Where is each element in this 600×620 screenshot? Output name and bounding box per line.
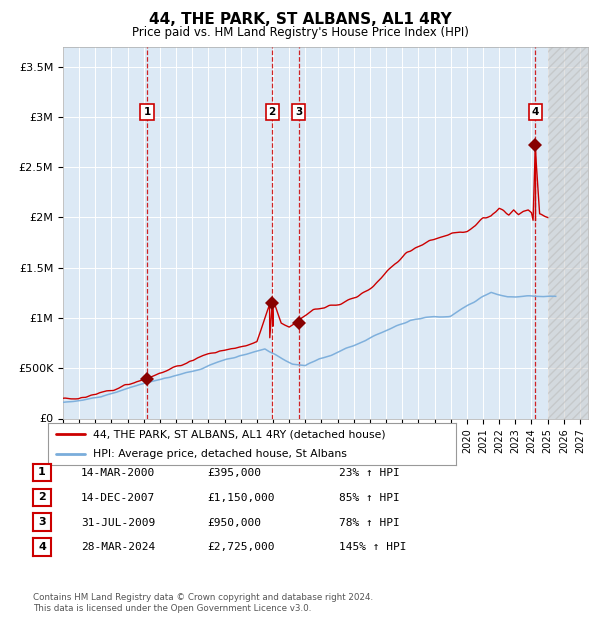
- Text: 1: 1: [38, 467, 46, 477]
- Text: 28-MAR-2024: 28-MAR-2024: [81, 542, 155, 552]
- Text: 14-DEC-2007: 14-DEC-2007: [81, 493, 155, 503]
- Text: 44, THE PARK, ST ALBANS, AL1 4RY (detached house): 44, THE PARK, ST ALBANS, AL1 4RY (detach…: [93, 429, 386, 439]
- Text: 145% ↑ HPI: 145% ↑ HPI: [339, 542, 407, 552]
- Text: HPI: Average price, detached house, St Albans: HPI: Average price, detached house, St A…: [93, 449, 347, 459]
- Text: 3: 3: [295, 107, 302, 117]
- Text: £950,000: £950,000: [207, 518, 261, 528]
- Text: 23% ↑ HPI: 23% ↑ HPI: [339, 468, 400, 478]
- Text: 2: 2: [269, 107, 276, 117]
- Text: 2: 2: [38, 492, 46, 502]
- Text: £1,150,000: £1,150,000: [207, 493, 275, 503]
- Text: 14-MAR-2000: 14-MAR-2000: [81, 468, 155, 478]
- Text: £2,725,000: £2,725,000: [207, 542, 275, 552]
- Text: 4: 4: [532, 107, 539, 117]
- Text: 3: 3: [38, 517, 46, 527]
- Text: Price paid vs. HM Land Registry's House Price Index (HPI): Price paid vs. HM Land Registry's House …: [131, 26, 469, 39]
- Bar: [548, 46, 588, 419]
- Text: 1: 1: [143, 107, 151, 117]
- Text: 31-JUL-2009: 31-JUL-2009: [81, 518, 155, 528]
- Text: 78% ↑ HPI: 78% ↑ HPI: [339, 518, 400, 528]
- Text: Contains HM Land Registry data © Crown copyright and database right 2024.
This d: Contains HM Land Registry data © Crown c…: [33, 593, 373, 613]
- Text: 4: 4: [38, 542, 46, 552]
- Text: 85% ↑ HPI: 85% ↑ HPI: [339, 493, 400, 503]
- Text: 44, THE PARK, ST ALBANS, AL1 4RY: 44, THE PARK, ST ALBANS, AL1 4RY: [149, 12, 451, 27]
- Text: £395,000: £395,000: [207, 468, 261, 478]
